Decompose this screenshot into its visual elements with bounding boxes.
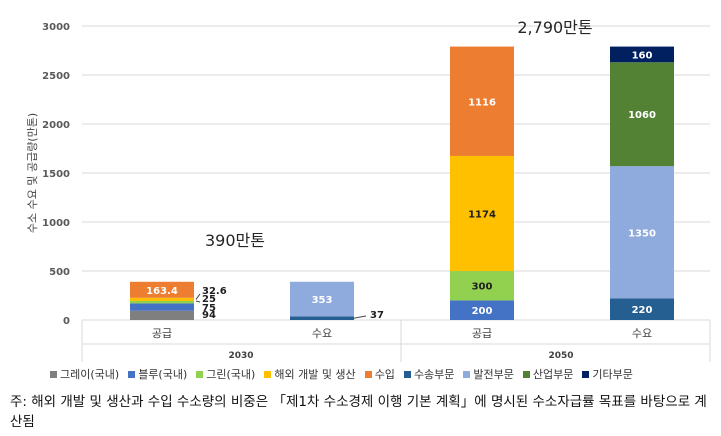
data-label: 300: [472, 282, 493, 293]
data-label: 37: [370, 310, 384, 321]
bar-segment: [130, 281, 194, 298]
chart-legend: 그레이(국내) 블루(국내) 그린(국내) 해외 개발 및 생산 수입 수송부문 발전부문 산…: [50, 366, 710, 382]
legend-label: 수송부문: [413, 368, 455, 381]
bar-segment: [450, 300, 514, 320]
data-label: 1350: [628, 228, 656, 239]
data-label: 220: [632, 305, 653, 316]
legend-item: 그린(국내): [196, 366, 255, 382]
bar-segment: [450, 46, 514, 156]
bar-segment: [450, 271, 514, 301]
label-leader: [353, 315, 367, 319]
data-label: 353: [312, 295, 333, 306]
legend-label: 기타부문: [592, 368, 633, 381]
x-tick-label: 공급: [152, 327, 172, 340]
label-leader: [195, 293, 201, 300]
y-tick-label: 1000: [42, 218, 70, 229]
legend-label: 그린(국내): [206, 368, 256, 381]
y-tick-label: 2500: [42, 71, 70, 82]
data-label: 163.4: [146, 286, 178, 297]
footnote: 주: 해외 개발 및 생산과 수입 수소량의 비중은 「제1차 수소경제 이행 …: [10, 394, 707, 430]
legend-label: 수입: [374, 368, 395, 381]
data-label: 1060: [628, 110, 656, 121]
data-label: 75: [202, 303, 216, 314]
x-tick-label: 수요: [632, 327, 652, 340]
bar-segment: [130, 300, 194, 304]
bar-segment: [130, 303, 194, 311]
label-leader: [195, 300, 201, 303]
legend-swatch: [522, 370, 530, 378]
legend-item: 기타부문: [582, 366, 633, 382]
data-label: 25: [202, 294, 216, 305]
x-tick-label: 수요: [312, 327, 332, 340]
data-label: 200: [472, 306, 493, 317]
data-label: 160: [632, 50, 653, 61]
bar-segment: [610, 298, 674, 320]
legend-swatch: [463, 370, 471, 378]
legend-swatch: [50, 370, 57, 378]
bar-segment: [290, 281, 354, 317]
bar-segment: [450, 155, 514, 271]
legend-item: 해외 개발 및 생산: [264, 366, 356, 382]
y-tick-label: 0: [63, 316, 70, 327]
group-label: 2030: [228, 351, 253, 361]
total-annotation: 390만톤: [205, 231, 265, 250]
legend-swatch: [196, 370, 204, 378]
y-axis-label: 수소 수요 및 공급량(만톤): [26, 113, 39, 233]
legend-label: 블루(국내): [138, 368, 188, 381]
legend-item: 산업부문: [522, 366, 574, 382]
bar-segment: [130, 310, 194, 320]
legend-item: 수송부문: [403, 366, 455, 382]
y-tick-label: 2000: [42, 120, 70, 131]
bar-segment: [290, 316, 354, 320]
legend-item: 그레이(국내): [50, 366, 119, 382]
legend-swatch: [364, 370, 372, 378]
data-label: 32.6: [202, 286, 227, 297]
bar-segment: [610, 62, 674, 167]
legend-swatch: [264, 370, 272, 378]
y-tick-label: 3000: [42, 22, 70, 33]
total-annotation: 2,790만톤: [517, 18, 592, 37]
bar-segment: [130, 297, 194, 301]
bar-segment: [610, 166, 674, 299]
data-label: 94: [202, 310, 216, 321]
legend-label: 그레이(국내): [60, 368, 120, 381]
legend-label: 산업부문: [532, 368, 574, 381]
stacked-bar-chart: 0 500 1000 1500 2000 2500 3000 수소 수요 및 공급량(만톤) 9…: [26, 18, 711, 362]
legend-label: 발전부문: [473, 368, 514, 381]
y-tick-label: 500: [49, 267, 70, 278]
legend-item: 수입: [364, 366, 395, 382]
y-tick-label: 1500: [42, 169, 70, 180]
legend-swatch: [582, 370, 590, 378]
legend-item: 블루(국내): [128, 366, 187, 382]
data-label: 1174: [468, 209, 496, 220]
group-label: 2050: [548, 351, 573, 361]
legend-label: 해외 개발 및 생산: [274, 368, 356, 381]
data-label: 1116: [468, 97, 496, 108]
x-tick-label: 공급: [472, 327, 492, 340]
bar-segment: [610, 46, 674, 63]
legend-swatch: [128, 370, 136, 378]
legend-item: 발전부문: [463, 366, 514, 382]
legend-swatch: [403, 370, 411, 378]
